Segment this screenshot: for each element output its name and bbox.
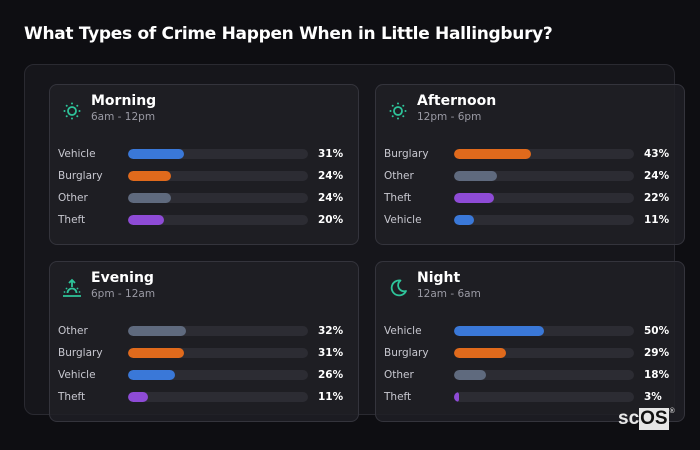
bar-track [128,149,308,159]
bar-row: Theft 20% [58,212,358,234]
card-subtitle: 12am - 6am [417,288,481,300]
bar-fill [454,193,494,203]
bar-track [454,326,634,336]
bar-track [128,348,308,358]
bar-value: 50% [644,325,670,337]
moon-icon [390,279,407,297]
bar-fill [128,149,184,159]
bar-fill [128,392,148,402]
bar-label: Theft [58,214,86,226]
sunset-icon [63,278,81,297]
bar-track [454,215,634,225]
bar-value: 32% [318,325,344,337]
bar-value: 31% [318,347,344,359]
page-title: What Types of Crime Happen When in Littl… [24,24,553,44]
card-subtitle: 6am - 12pm [91,111,156,123]
bar-row: Vehicle 11% [384,212,684,234]
sun-icon [389,102,407,120]
bar-fill [128,348,184,358]
bar-label: Vehicle [384,325,422,337]
bar-track [128,370,308,380]
bar-row: Burglary 29% [384,345,684,367]
bar-label: Other [58,325,88,337]
bar-fill [454,392,460,402]
bar-row: Other 18% [384,367,684,389]
bar-value: 24% [318,170,344,182]
bar-track [454,171,634,181]
bar-track [454,149,634,159]
bar-value: 3% [644,391,662,403]
bar-label: Burglary [58,170,103,182]
bar-fill [454,370,487,380]
sun-icon [63,102,81,120]
bar-value: 11% [644,214,670,226]
bar-track [128,326,308,336]
bar-row: Theft 22% [384,190,684,212]
card-afternoon: Afternoon 12pm - 6pm Burglary 43% Other 24%… [375,84,685,245]
bar-row: Vehicle 31% [58,146,358,168]
bar-label: Vehicle [58,148,96,160]
card-title: Evening [91,270,154,286]
bar-track [128,215,308,225]
bar-row: Other 24% [58,190,358,212]
bar-row: Burglary 24% [58,168,358,190]
bar-value: 22% [644,192,670,204]
bar-row: Other 32% [58,323,358,345]
bar-fill [128,171,172,181]
bar-value: 43% [644,148,670,160]
scos-logo: sc OS ® [618,408,675,430]
bar-fill [454,215,474,225]
bar-track [454,348,634,358]
card-evening: Evening 6pm - 12am Other 32% Burglary 31% Ve… [49,261,359,422]
bar-track [128,193,308,203]
bar-value: 20% [318,214,344,226]
bar-fill [454,171,498,181]
bar-fill [128,370,175,380]
bar-track [128,392,308,402]
bar-fill [454,348,507,358]
card-title: Morning [91,93,157,109]
bar-row: Theft 11% [58,389,358,411]
bar-track [128,171,308,181]
bar-label: Vehicle [58,369,96,381]
bar-value: 18% [644,369,670,381]
bar-row: Vehicle 26% [58,367,358,389]
bar-row: Vehicle 50% [384,323,684,345]
bar-fill [454,149,532,159]
card-subtitle: 6pm - 12am [91,288,156,300]
bar-track [454,392,634,402]
bar-track [454,193,634,203]
bar-label: Other [384,170,414,182]
card-title: Afternoon [417,93,497,109]
card-subtitle: 12pm - 6pm [417,111,482,123]
bar-value: 24% [318,192,344,204]
bar-fill [128,326,186,336]
bar-value: 31% [318,148,344,160]
bar-fill [454,326,544,336]
card-night: Night 12am - 6am Vehicle 50% Burglary 29% Ot… [375,261,685,422]
bar-label: Burglary [384,148,429,160]
bar-label: Other [58,192,88,204]
bar-row: Theft 3% [384,389,684,411]
bar-value: 29% [644,347,670,359]
bar-value: 24% [644,170,670,182]
bar-label: Vehicle [384,214,422,226]
bar-label: Theft [384,192,412,204]
card-morning: Morning 6am - 12pm Vehicle 31% Burglary 24%… [49,84,359,245]
bar-fill [128,215,164,225]
card-title: Night [417,270,461,286]
bar-value: 26% [318,369,344,381]
bar-label: Burglary [384,347,429,359]
bar-row: Burglary 43% [384,146,684,168]
bar-label: Theft [58,391,86,403]
bar-label: Theft [384,391,412,403]
bar-fill [128,193,172,203]
bar-label: Other [384,369,414,381]
bar-row: Burglary 31% [58,345,358,367]
bar-row: Other 24% [384,168,684,190]
bar-value: 11% [318,391,344,403]
bar-label: Burglary [58,347,103,359]
bar-track [454,370,634,380]
